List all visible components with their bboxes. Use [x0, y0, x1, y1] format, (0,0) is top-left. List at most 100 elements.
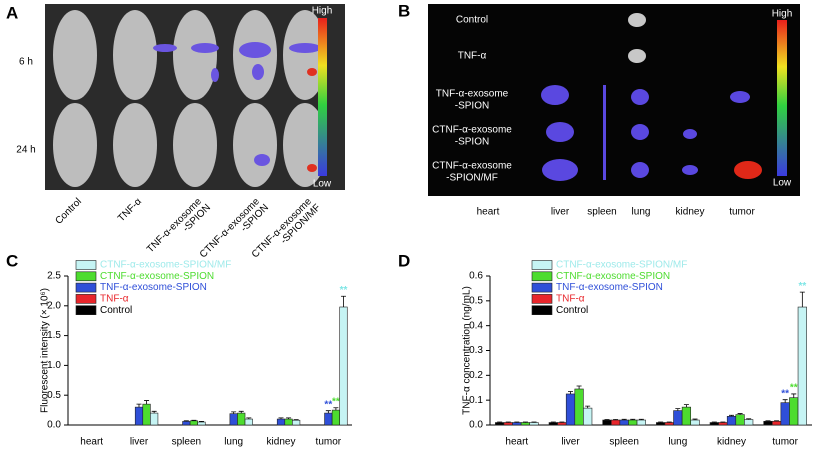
bar — [277, 419, 285, 425]
y-tick-label: 0.6 — [469, 271, 483, 282]
legend-swatch — [532, 283, 552, 292]
bar — [332, 410, 340, 425]
error-bar — [800, 292, 805, 307]
bar — [143, 404, 151, 425]
y-tick-label: 2.5 — [47, 271, 61, 282]
organ-label: spleen — [587, 207, 616, 218]
legend-swatch — [76, 294, 96, 303]
bar — [764, 421, 773, 425]
row-label: CTNF-α-exosome — [432, 161, 512, 172]
bar — [611, 420, 620, 425]
error-bar — [326, 411, 331, 413]
legend-label: Control — [100, 305, 132, 316]
bar — [183, 421, 191, 425]
x-tick-label: kidney — [717, 437, 746, 448]
error-bar — [144, 401, 149, 405]
bar — [504, 423, 513, 425]
x-tick-label: spleen — [172, 437, 201, 448]
bar — [495, 423, 504, 425]
bar — [744, 420, 753, 425]
x-tick-label: kidney — [267, 437, 296, 448]
bar — [237, 413, 245, 425]
legend-label: TNF-α-exosome-SPION — [100, 282, 207, 293]
y-tick-label: 0.0 — [47, 420, 61, 431]
significance: ** — [798, 281, 806, 292]
legend-swatch — [76, 272, 96, 281]
legend-label: CTNF-α-exosome-SPION — [100, 271, 214, 282]
bar — [656, 423, 665, 425]
bar — [549, 423, 558, 425]
legend-swatch — [532, 306, 552, 315]
legend-swatch — [76, 283, 96, 292]
y-tick-label: 0.1 — [469, 395, 483, 406]
bar — [325, 413, 333, 425]
y-tick-label: 1.0 — [47, 360, 61, 371]
row-label: TNF-α — [458, 51, 487, 62]
error-bar — [137, 404, 142, 407]
y-tick-label: 1.5 — [47, 330, 61, 341]
organ-label: heart — [477, 207, 500, 218]
legend-label: TNF-α — [556, 294, 585, 305]
x-tick-label: liver — [130, 437, 149, 448]
row-label: -SPION/MF — [446, 173, 498, 184]
bar — [340, 307, 348, 425]
legend-label: CTNF-α-exosome-SPION/MF — [100, 260, 231, 271]
x-tick-label: lung — [224, 437, 243, 448]
legend-swatch — [532, 272, 552, 281]
legend-label: CTNF-α-exosome-SPION — [556, 271, 670, 282]
row-label: Control — [456, 15, 488, 26]
error-bar — [577, 386, 582, 389]
bar — [135, 407, 143, 425]
error-bar — [341, 296, 346, 307]
group-label: Control — [53, 196, 84, 227]
bar — [674, 411, 683, 425]
legend-swatch — [76, 306, 96, 315]
x-tick-label: tumor — [316, 437, 342, 448]
bar — [710, 423, 719, 425]
row-label: TNF-α-exosome — [436, 89, 509, 100]
time-label: 24 h — [16, 145, 35, 156]
bar — [198, 422, 206, 425]
bar — [575, 389, 584, 425]
organ-label: lung — [632, 207, 651, 218]
bar — [530, 423, 539, 425]
bar — [789, 398, 798, 425]
x-tick-label: heart — [80, 437, 103, 448]
legend-label: TNF-α-exosome-SPION — [556, 282, 663, 293]
y-tick-label: 0.3 — [469, 345, 483, 356]
row-label: -SPION — [455, 101, 489, 112]
row-label: -SPION — [455, 137, 489, 148]
bar — [583, 408, 592, 425]
bar — [292, 420, 300, 425]
bar — [620, 420, 629, 425]
error-bar — [568, 391, 573, 393]
x-tick-label: tumor — [772, 437, 798, 448]
significance: ** — [790, 383, 798, 394]
legend-label: TNF-α — [100, 294, 129, 305]
bar — [628, 420, 637, 425]
error-bar — [684, 405, 689, 407]
time-label: 6 h — [19, 57, 33, 68]
error-bar — [783, 400, 788, 403]
error-bar — [333, 408, 338, 410]
legend-label: Control — [556, 305, 588, 316]
panel-label: C — [6, 251, 18, 270]
significance: ** — [332, 396, 340, 407]
legend-label: CTNF-α-exosome-SPION/MF — [556, 260, 687, 271]
bar — [230, 414, 238, 425]
scale-low: Low — [313, 179, 332, 190]
y-tick-label: 0.5 — [469, 295, 483, 306]
y-tick-label: 0.0 — [469, 420, 483, 431]
bar — [736, 415, 745, 425]
panel-label: B — [398, 1, 410, 20]
y-tick-label: 0.2 — [469, 370, 483, 381]
bar — [719, 423, 728, 425]
bar — [781, 403, 790, 425]
bar — [245, 419, 253, 425]
x-tick-label: liver — [561, 437, 580, 448]
bar — [603, 420, 612, 425]
organ-label: tumor — [729, 207, 755, 218]
x-tick-label: lung — [668, 437, 687, 448]
